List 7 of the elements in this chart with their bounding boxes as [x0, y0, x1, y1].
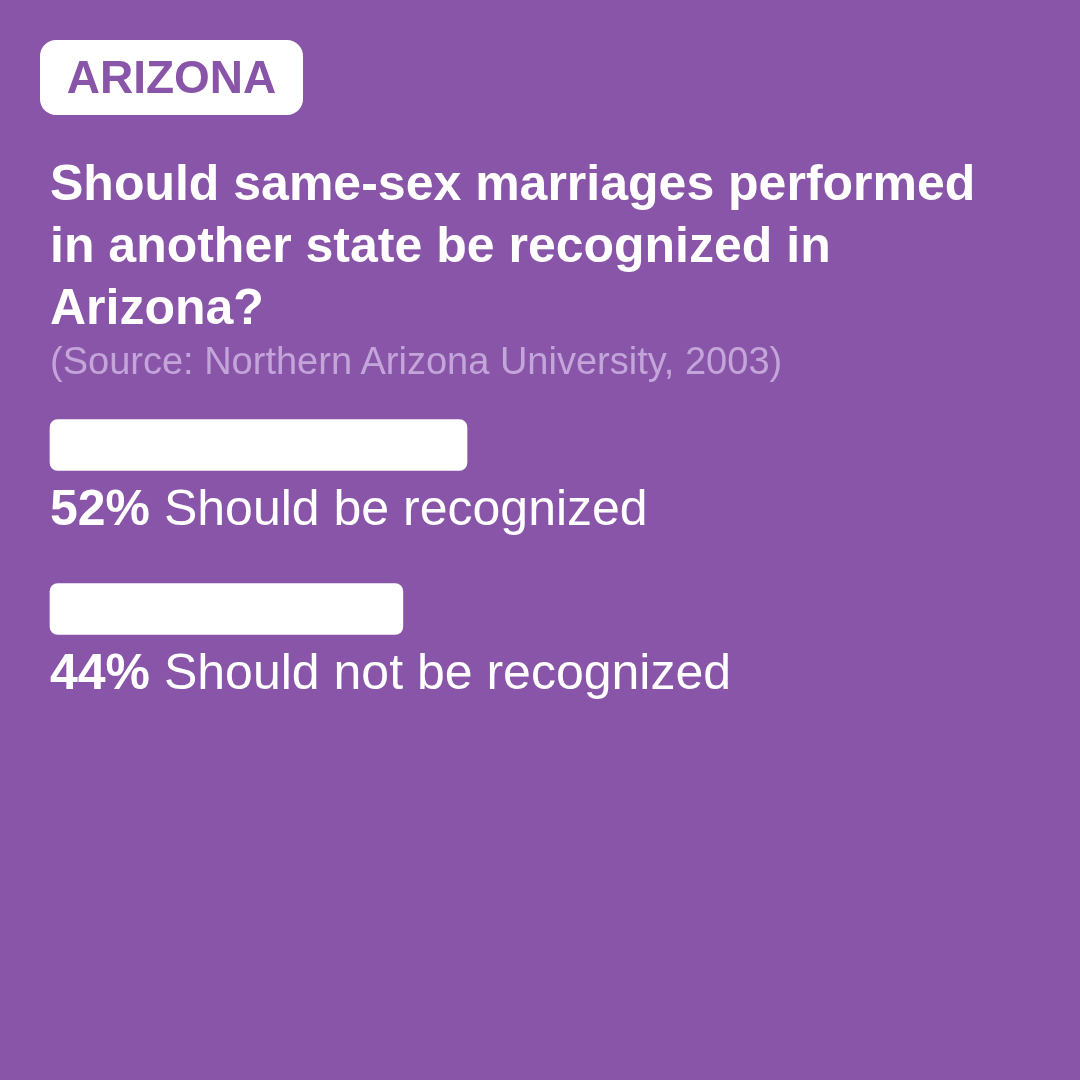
data-label: 52%: [50, 480, 151, 536]
y-tick-label: Should not be recognized: [163, 644, 732, 700]
data-label: 44%: [50, 644, 151, 700]
y-tick-label: Should be recognized: [163, 480, 648, 536]
chart-title: Should same-sex marriages performed in another state be recognized in Arizona?: [50, 155, 976, 335]
label-badge: ARIZONA: [40, 40, 303, 115]
text: (Source: Northern Arizona University, 2003): [50, 340, 783, 382]
